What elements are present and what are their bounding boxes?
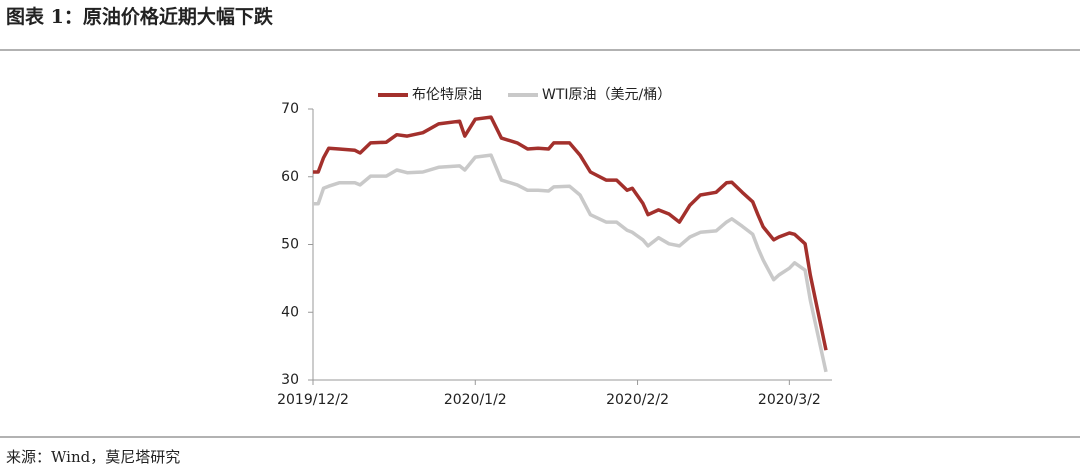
x-tick-label: 2019/12/2 xyxy=(277,392,349,408)
x-tick-label: 2020/1/2 xyxy=(444,392,507,408)
line-series xyxy=(313,115,828,351)
line-series xyxy=(313,153,828,373)
legend-label: 布伦特原油 xyxy=(412,87,482,103)
y-tick-label: 40 xyxy=(281,304,299,320)
y-tick-label: 30 xyxy=(281,372,299,388)
legend-label: WTI原油（美元/桶） xyxy=(542,87,671,103)
x-tick-label: 2020/3/2 xyxy=(758,392,821,408)
chart: 30 40 50 60 70 2019/12/2 2020/1/2 2020/2/2 2020/… xyxy=(277,87,832,408)
x-tick-label: 2020/2/2 xyxy=(606,392,669,408)
page-title: 图表 1：原油价格近期大幅下跌 xyxy=(6,5,274,28)
y-tick-label: 70 xyxy=(281,101,299,117)
source-note: 来源：Wind，莫尼塔研究 xyxy=(6,448,180,466)
y-tick-label: 60 xyxy=(281,169,299,185)
y-tick-label: 50 xyxy=(281,237,299,253)
